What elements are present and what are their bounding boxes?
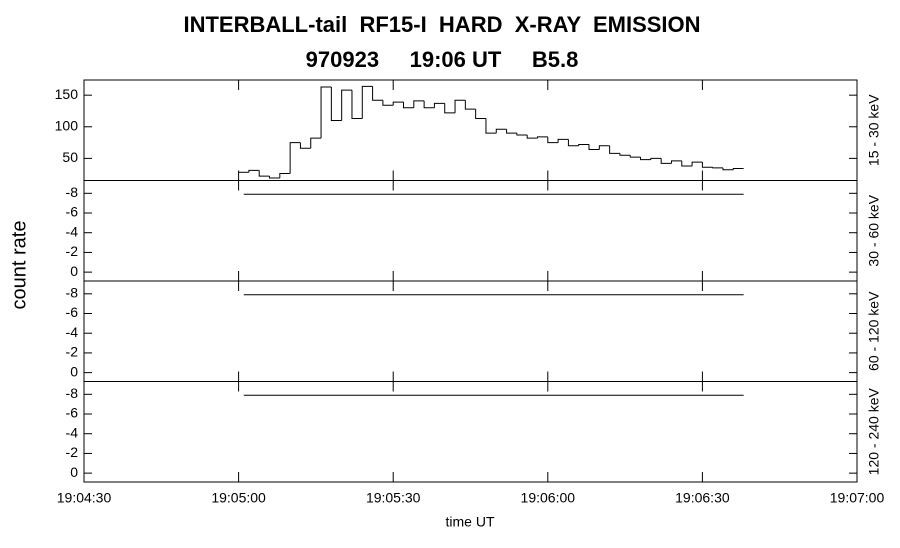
- panel-label: 15 - 30 keV: [866, 94, 882, 166]
- y-tick-label: -8: [66, 184, 79, 200]
- histogram-step: [289, 142, 301, 174]
- y-tick-label: 150: [55, 86, 79, 102]
- histogram-step: [516, 133, 528, 136]
- y-tick-label: 0: [70, 263, 78, 279]
- y-tick-label: -6: [66, 405, 79, 421]
- y-axis-label: count rate: [8, 221, 30, 310]
- histogram-step: [454, 99, 466, 113]
- histogram-step: [382, 100, 394, 106]
- histogram-step: [464, 100, 476, 110]
- histogram-step: [722, 167, 734, 171]
- histogram-step: [660, 158, 672, 164]
- histogram-step: [732, 167, 744, 170]
- histogram-step: [403, 102, 414, 109]
- histogram-step: [258, 170, 270, 177]
- histogram-step: [248, 169, 260, 173]
- histogram-step: [485, 118, 497, 134]
- y-tick-label: -4: [66, 424, 79, 440]
- histogram-step: [372, 86, 383, 101]
- chart-subtitle: 970923 19:06 UT B5.8: [306, 47, 579, 72]
- y-tick-label: -8: [66, 285, 79, 301]
- panel-label: 120 - 240 keV: [866, 388, 882, 476]
- panel-label: 60 - 120 keV: [866, 291, 882, 371]
- plot-frame: [83, 79, 858, 181]
- histogram-step: [619, 153, 631, 156]
- histogram-step: [330, 86, 342, 121]
- histogram-step: [629, 155, 641, 158]
- histogram-step: [670, 160, 682, 164]
- histogram-step: [557, 138, 569, 143]
- histogram-step: [299, 142, 311, 149]
- histogram-step: [547, 136, 559, 144]
- histogram-step: [413, 100, 425, 108]
- x-tick-label: 19:06:30: [675, 490, 730, 506]
- y-tick-label: -6: [66, 204, 79, 220]
- chart-title: INTERBALL-tail RF15-I HARD X-RAY EMISSIO…: [183, 12, 700, 37]
- y-tick-label: -4: [66, 324, 79, 340]
- histogram-step: [475, 109, 486, 120]
- histogram-step: [495, 128, 507, 134]
- histogram-step: [640, 157, 651, 161]
- x-tick-label: 19:06:00: [521, 490, 576, 506]
- y-tick-label: 0: [70, 464, 78, 480]
- histogram-step: [506, 129, 517, 134]
- y-tick-label: 50: [62, 149, 78, 165]
- plot-frame: [83, 280, 858, 382]
- histogram-step: [341, 89, 352, 121]
- histogram-step: [712, 167, 724, 169]
- histogram-step: [609, 145, 620, 154]
- x-tick-label: 19:05:30: [366, 490, 421, 506]
- histogram-step: [433, 102, 445, 108]
- x-tick-label: 19:04:30: [57, 490, 112, 506]
- histogram-step: [310, 137, 322, 149]
- histogram-step: [444, 103, 456, 114]
- histogram-step: [567, 139, 579, 147]
- histogram-step: [681, 160, 693, 167]
- x-tick-label: 19:05:00: [211, 490, 266, 506]
- plot-frame: [83, 180, 858, 282]
- histogram-step: [578, 143, 590, 146]
- histogram-step: [526, 134, 538, 139]
- histogram-step: [691, 161, 703, 166]
- y-tick-label: -2: [66, 344, 79, 360]
- histogram-step: [269, 176, 280, 179]
- y-tick-label: 0: [70, 363, 78, 379]
- histogram-step: [701, 162, 713, 168]
- histogram-step: [598, 145, 610, 150]
- histogram-step: [650, 157, 662, 160]
- histogram-step: [361, 85, 373, 119]
- histogram-step: [536, 136, 548, 139]
- y-tick-label: -4: [66, 223, 79, 239]
- x-tick-label: 19:07:00: [830, 490, 885, 506]
- histogram-step: [279, 173, 291, 178]
- y-tick-label: -2: [66, 444, 79, 460]
- y-tick-label: -8: [66, 385, 79, 401]
- panel-label: 30 - 60 keV: [866, 194, 882, 266]
- histogram-step: [320, 86, 332, 139]
- histogram-step: [392, 101, 404, 106]
- histogram-step: [423, 100, 435, 109]
- x-axis-label: time UT: [446, 514, 495, 530]
- y-tick-label: -6: [66, 304, 79, 320]
- plot-frame: [83, 381, 858, 483]
- histogram-step: [351, 90, 363, 120]
- y-tick-label: 100: [55, 117, 79, 133]
- y-tick-label: -2: [66, 243, 79, 259]
- histogram-step: [588, 144, 600, 151]
